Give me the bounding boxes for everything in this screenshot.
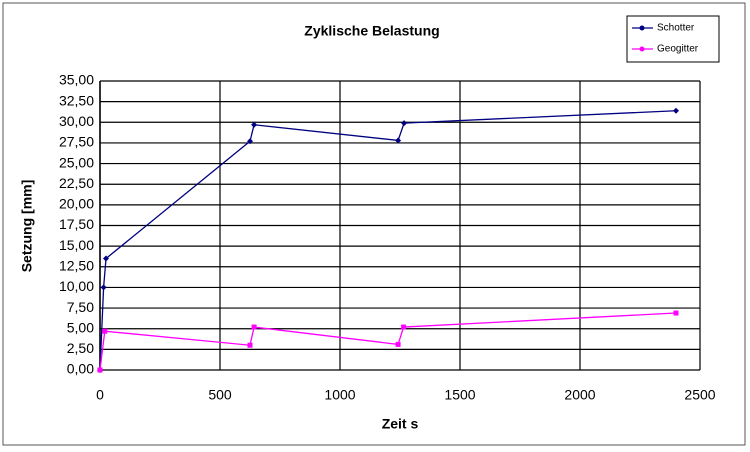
y-tick-label: 35,00 [59,72,94,88]
x-tick-label: 2000 [564,387,595,403]
legend-box [626,15,720,63]
x-tick-label: 2500 [684,387,715,403]
y-tick-label: 10,00 [59,278,94,294]
y-tick-label: 5,00 [67,319,94,335]
y-tick-label: 2,50 [67,340,94,356]
marker [395,137,402,144]
chart-border [2,2,746,446]
legend-label: Geogitter [657,44,699,55]
y-tick-label: 7,50 [67,299,94,315]
y-tick-label: 32,50 [59,92,94,108]
legend-label: Schotter [657,23,695,34]
x-axis-label: Zeit s [382,416,419,432]
x-tick-label: 500 [208,387,232,403]
y-tick-label: 30,00 [59,113,94,129]
legend-marker [639,25,645,31]
marker [673,310,679,316]
y-tick-label: 12,50 [59,257,94,273]
legend-marker [639,46,645,52]
y-tick-label: 0,00 [67,361,94,377]
marker [673,107,679,114]
marker [395,341,401,347]
x-tick-label: 0 [96,387,104,403]
y-tick-label: 27,50 [59,134,94,150]
marker [401,120,408,127]
marker [401,324,407,330]
x-tick-label: 1000 [324,387,355,403]
y-tick-label: 22,50 [59,175,94,191]
marker [247,342,253,348]
y-tick-label: 20,00 [59,196,94,212]
marker [251,121,258,128]
marker [251,324,257,330]
chart-title: Zyklische Belastung [304,23,439,39]
marker [100,284,107,291]
marker [97,367,103,373]
marker [247,138,253,145]
y-tick-label: 15,00 [59,237,94,253]
marker [103,255,109,262]
series-line [99,110,677,371]
y-tick-label: 17,50 [59,216,94,232]
y-tick-label: 25,00 [59,154,94,170]
y-axis-label: Setzung [mm] [19,180,35,273]
x-tick-label: 1500 [444,387,475,403]
marker [102,328,108,334]
